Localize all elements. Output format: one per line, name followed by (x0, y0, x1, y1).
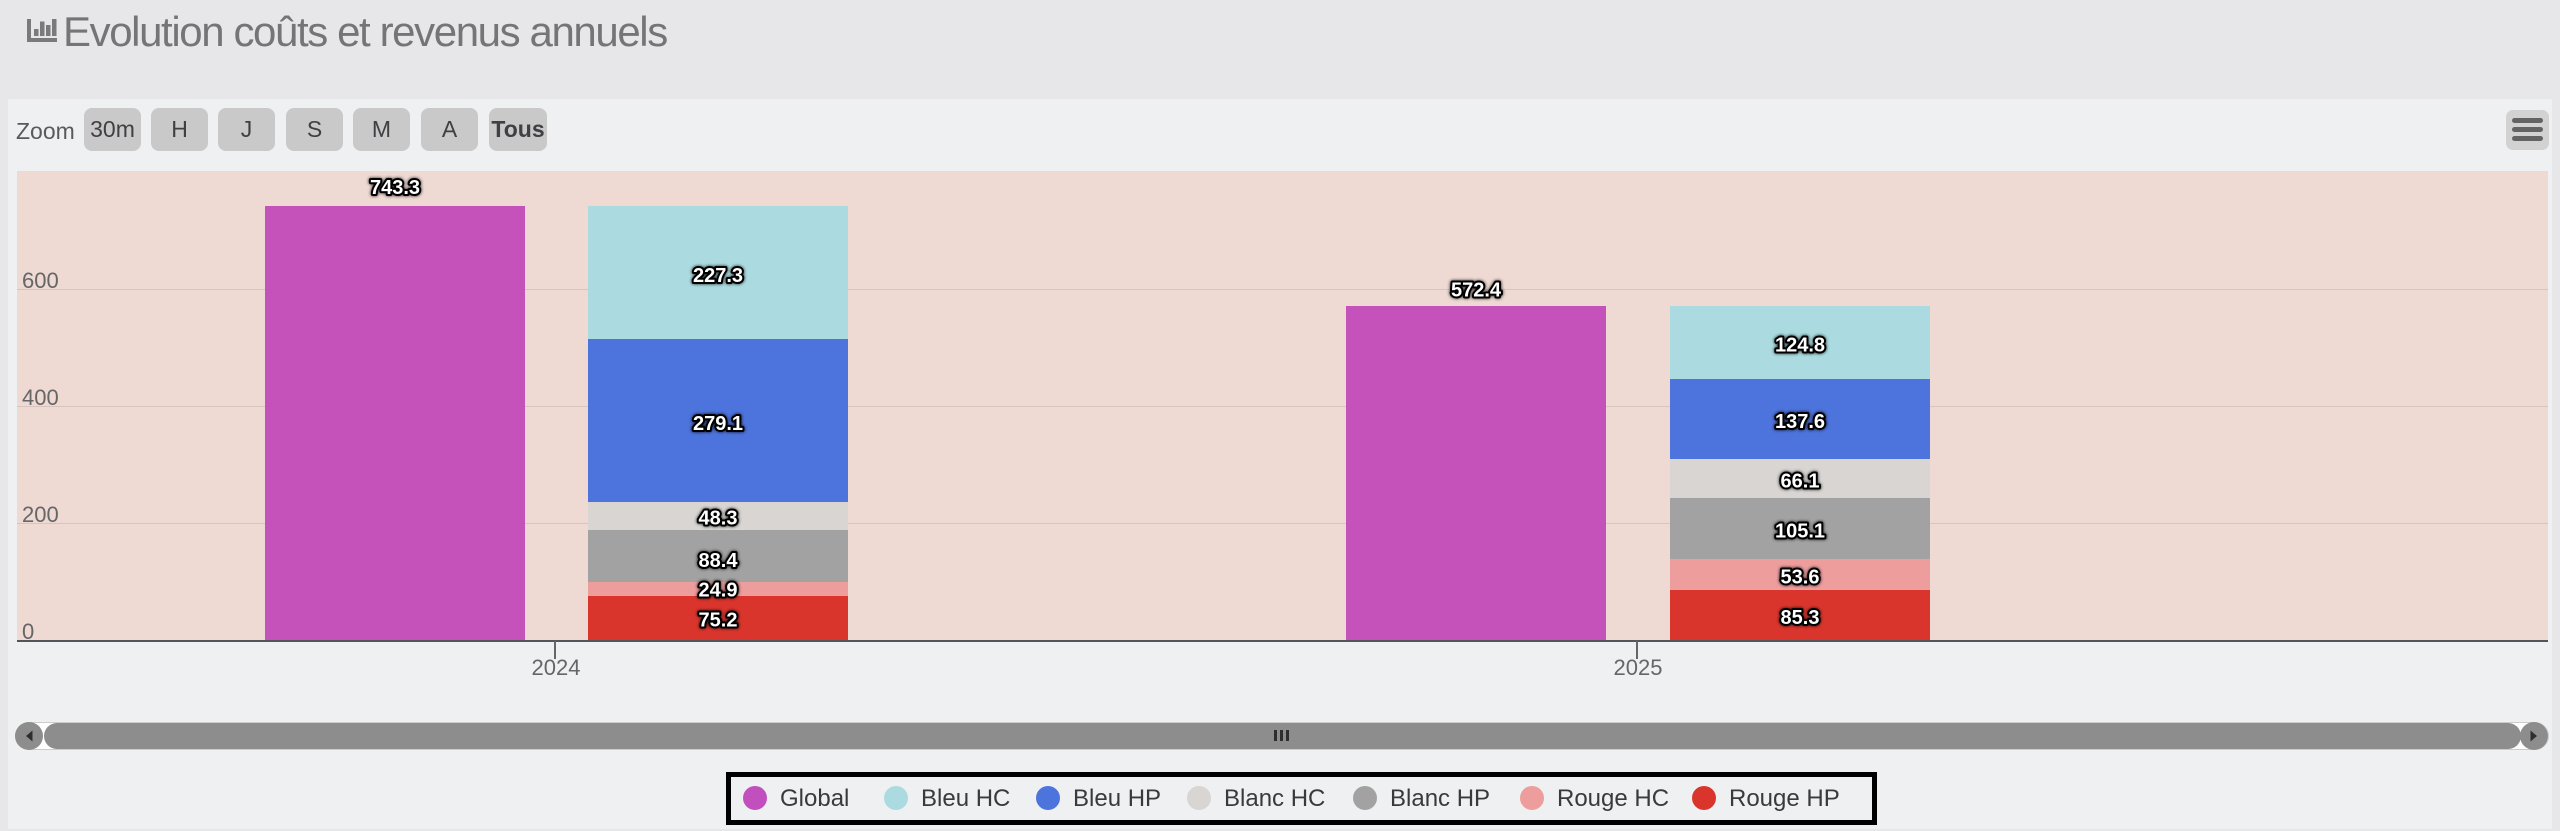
svg-text:137.6: 137.6 (1775, 411, 1825, 433)
svg-text:75.2: 75.2 (699, 610, 738, 632)
svg-text:105.1: 105.1 (1775, 521, 1825, 543)
svg-text:85.3: 85.3 (1781, 607, 1820, 629)
svg-text:88.4: 88.4 (699, 550, 739, 572)
svg-text:124.8: 124.8 (1775, 335, 1825, 357)
svg-text:279.1: 279.1 (693, 413, 743, 435)
svg-text:66.1: 66.1 (1781, 471, 1820, 493)
svg-text:743.3: 743.3 (370, 177, 420, 199)
svg-text:572.4: 572.4 (1451, 280, 1502, 302)
svg-text:53.6: 53.6 (1781, 567, 1820, 589)
svg-text:48.3: 48.3 (699, 508, 738, 530)
svg-text:24.9: 24.9 (699, 580, 738, 602)
svg-text:227.3: 227.3 (693, 265, 743, 287)
